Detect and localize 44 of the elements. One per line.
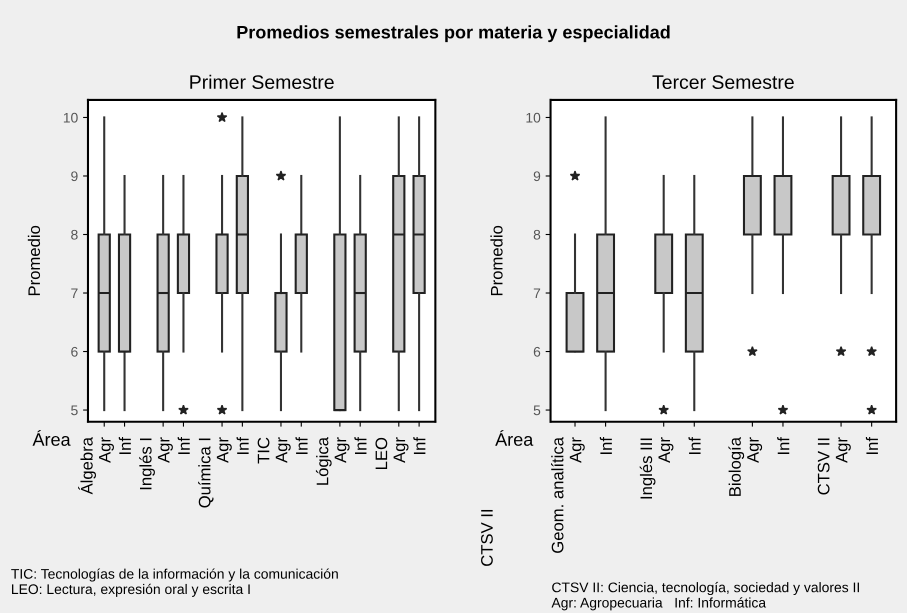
text: CTSV II: Ciencia, tecnología, sociedad y valores II (552, 582, 859, 596)
x-tick-label: Lógica Agr (316, 437, 350, 485)
text: TIC: Tecnologías de la información y la comunicación (11, 568, 338, 582)
y-tick-label: 5 (71, 406, 78, 416)
text: LEO: Lectura, expresión oral y escrita I (12, 584, 250, 597)
x-tick-label: Inf (295, 436, 308, 454)
y-tick-label: 6 (71, 346, 78, 357)
y-tick-label: 6 (534, 346, 540, 357)
y-tick-label: 9 (534, 171, 540, 182)
x-axis-title: Área (495, 430, 534, 446)
x-tick-label: Química I Agr (198, 437, 232, 508)
chart-title: Primer Semestre (190, 74, 334, 89)
x-tick-label: Inf (178, 436, 190, 454)
x-tick-label: TIC Agr (258, 437, 291, 464)
x-tick-label: Inglés I Agr (139, 437, 173, 490)
x-tick-label: Inf (688, 436, 701, 454)
y-tick-label: 10 (526, 112, 540, 123)
x-axis-title: Área (32, 430, 71, 446)
y-tick-label: 8 (534, 230, 540, 240)
x-tick-label: Biología Agr (728, 437, 762, 496)
x-tick-label: Inglés III Agr (640, 437, 674, 498)
text: Promedios semestrales por materia y especialidad (237, 25, 670, 42)
y-axis-title: Promedio (490, 226, 503, 296)
x-tick-label: LEO Agr (375, 437, 409, 470)
y-tick-label: 5 (534, 406, 540, 416)
y-tick-label: 10 (64, 112, 78, 123)
x-tick-label: Inf (866, 436, 878, 454)
y-tick-label: 9 (71, 171, 78, 182)
y-tick-label: 7 (534, 288, 540, 298)
x-tick-label: Geom. analítica Agr (551, 437, 585, 553)
text: CTSV II (481, 510, 493, 566)
text: Agr: Agropecuaria Inf: Informática (551, 597, 766, 610)
x-tick-label: Álgebra Agr (78, 437, 114, 494)
y-tick-label: 7 (71, 288, 78, 298)
x-tick-label: Inf (600, 436, 612, 454)
x-tick-label: Inf (354, 436, 366, 454)
x-tick-label: Inf (777, 436, 790, 454)
x-tick-label: Inf (413, 436, 426, 454)
x-tick-label: Inf (118, 436, 131, 454)
y-tick-label: 8 (71, 230, 78, 240)
y-axis-title: Promedio (28, 226, 40, 296)
x-tick-label: CTSV II Agr (818, 437, 851, 495)
chart-title: Tercer Semestre (652, 75, 794, 89)
x-tick-label: Inf (236, 436, 249, 454)
